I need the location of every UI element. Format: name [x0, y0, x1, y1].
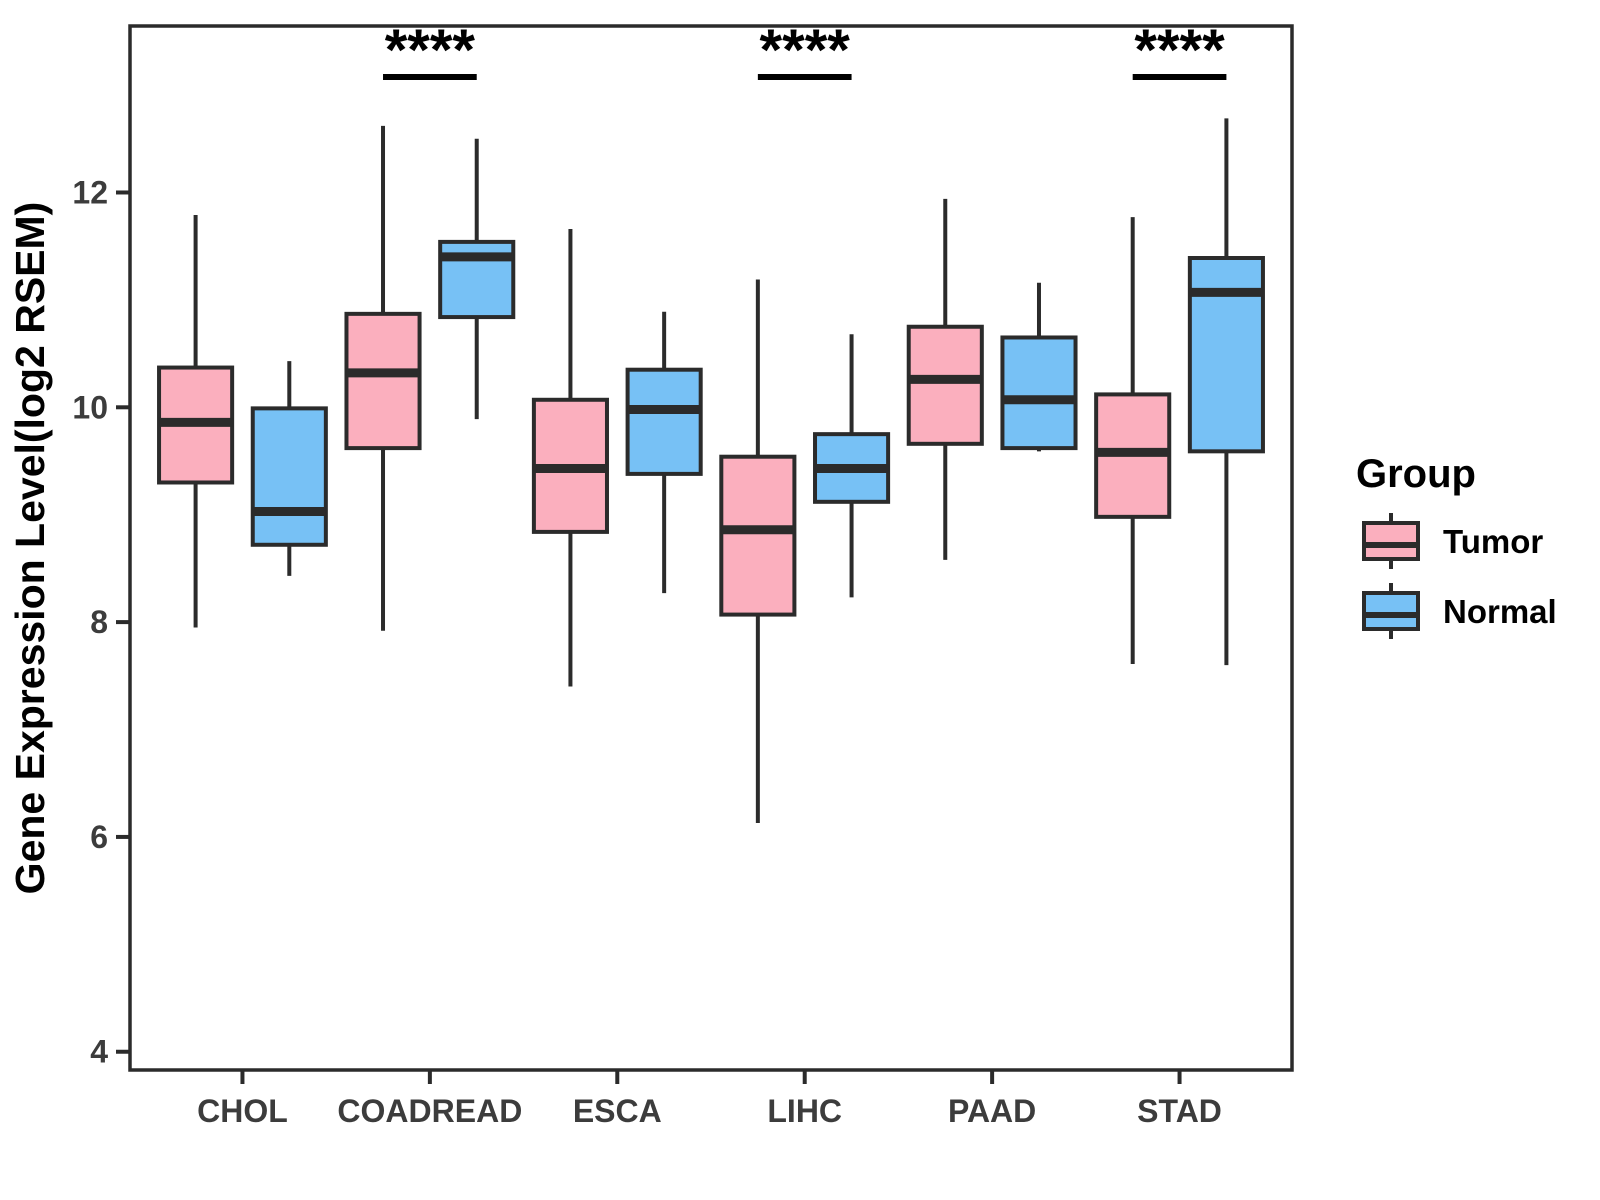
boxplots-layer: [157, 118, 1265, 823]
x-tick-label-PAAD: PAAD: [948, 1093, 1036, 1129]
boxplot-COADREAD-Normal: [438, 138, 516, 420]
y-tick-label-12: 12: [72, 174, 108, 210]
box-PAAD-Tumor: [906, 324, 984, 446]
legend-glyph-box: [1362, 521, 1420, 561]
legend-glyph-box: [1362, 591, 1420, 631]
significance-layer: **** **** ****: [383, 18, 1227, 83]
box-PAAD-Normal: [1000, 335, 1078, 451]
boxplot-PAAD-Normal: [1000, 282, 1078, 452]
box-CHOL-Normal: [250, 406, 328, 547]
legend-item-normal: Normal: [1362, 583, 1557, 639]
boxplot-ESCA-Normal: [625, 311, 703, 594]
box-LIHC-Tumor: [719, 454, 797, 617]
legend-label-normal: Normal: [1443, 593, 1557, 630]
x-tick-label-COADREAD: COADREAD: [337, 1093, 522, 1129]
sig-stars-LIHC: ****: [760, 18, 851, 83]
axis-ticks-layer: 4 6 8 10 12 CHOL COADREAD ESCA LIHC PAAD STAD: [72, 174, 1222, 1129]
y-tick-label-4: 4: [90, 1034, 108, 1070]
sig-bar-STAD: [1132, 74, 1227, 80]
boxplot-ESCA-Tumor: [531, 229, 609, 687]
x-tick-label-CHOL: CHOL: [197, 1093, 288, 1129]
box-STAD-Normal: [1187, 256, 1265, 454]
box-COADREAD-Tumor: [344, 311, 422, 451]
boxplot-LIHC-Normal: [813, 334, 891, 598]
sig-stars-STAD: ****: [1134, 18, 1225, 83]
boxplot-STAD-Tumor: [1094, 217, 1172, 664]
x-tick-label-STAD: STAD: [1137, 1093, 1222, 1129]
boxplot-CHOL-Tumor: [157, 215, 235, 628]
boxplot-STAD-Normal: [1187, 118, 1265, 666]
boxplot-LIHC-Tumor: [719, 279, 797, 823]
boxplot-CHOL-Normal: [250, 361, 328, 576]
y-tick-label-10: 10: [72, 389, 108, 425]
y-tick-label-6: 6: [90, 819, 108, 855]
x-tick-label-ESCA: ESCA: [573, 1093, 662, 1129]
boxplot-PAAD-Tumor: [906, 198, 984, 560]
legend-title: Group: [1356, 452, 1476, 496]
box-ESCA-Normal: [625, 367, 703, 476]
y-tick-label-8: 8: [90, 604, 108, 640]
y-axis-title: Gene Expression Level(log2 RSEM): [7, 202, 53, 895]
legend-item-tumor: Tumor: [1362, 513, 1543, 569]
legend-layer: Tumor Normal: [1362, 513, 1557, 639]
sig-bar-LIHC: [757, 74, 852, 80]
sig-bar-COADREAD: [383, 74, 477, 80]
boxplot-COADREAD-Tumor: [344, 125, 422, 631]
plot-panel-border: [128, 24, 1294, 1072]
sig-stars-COADREAD: ****: [385, 18, 476, 83]
x-tick-label-LIHC: LIHC: [767, 1093, 842, 1129]
legend-label-tumor: Tumor: [1443, 523, 1543, 560]
